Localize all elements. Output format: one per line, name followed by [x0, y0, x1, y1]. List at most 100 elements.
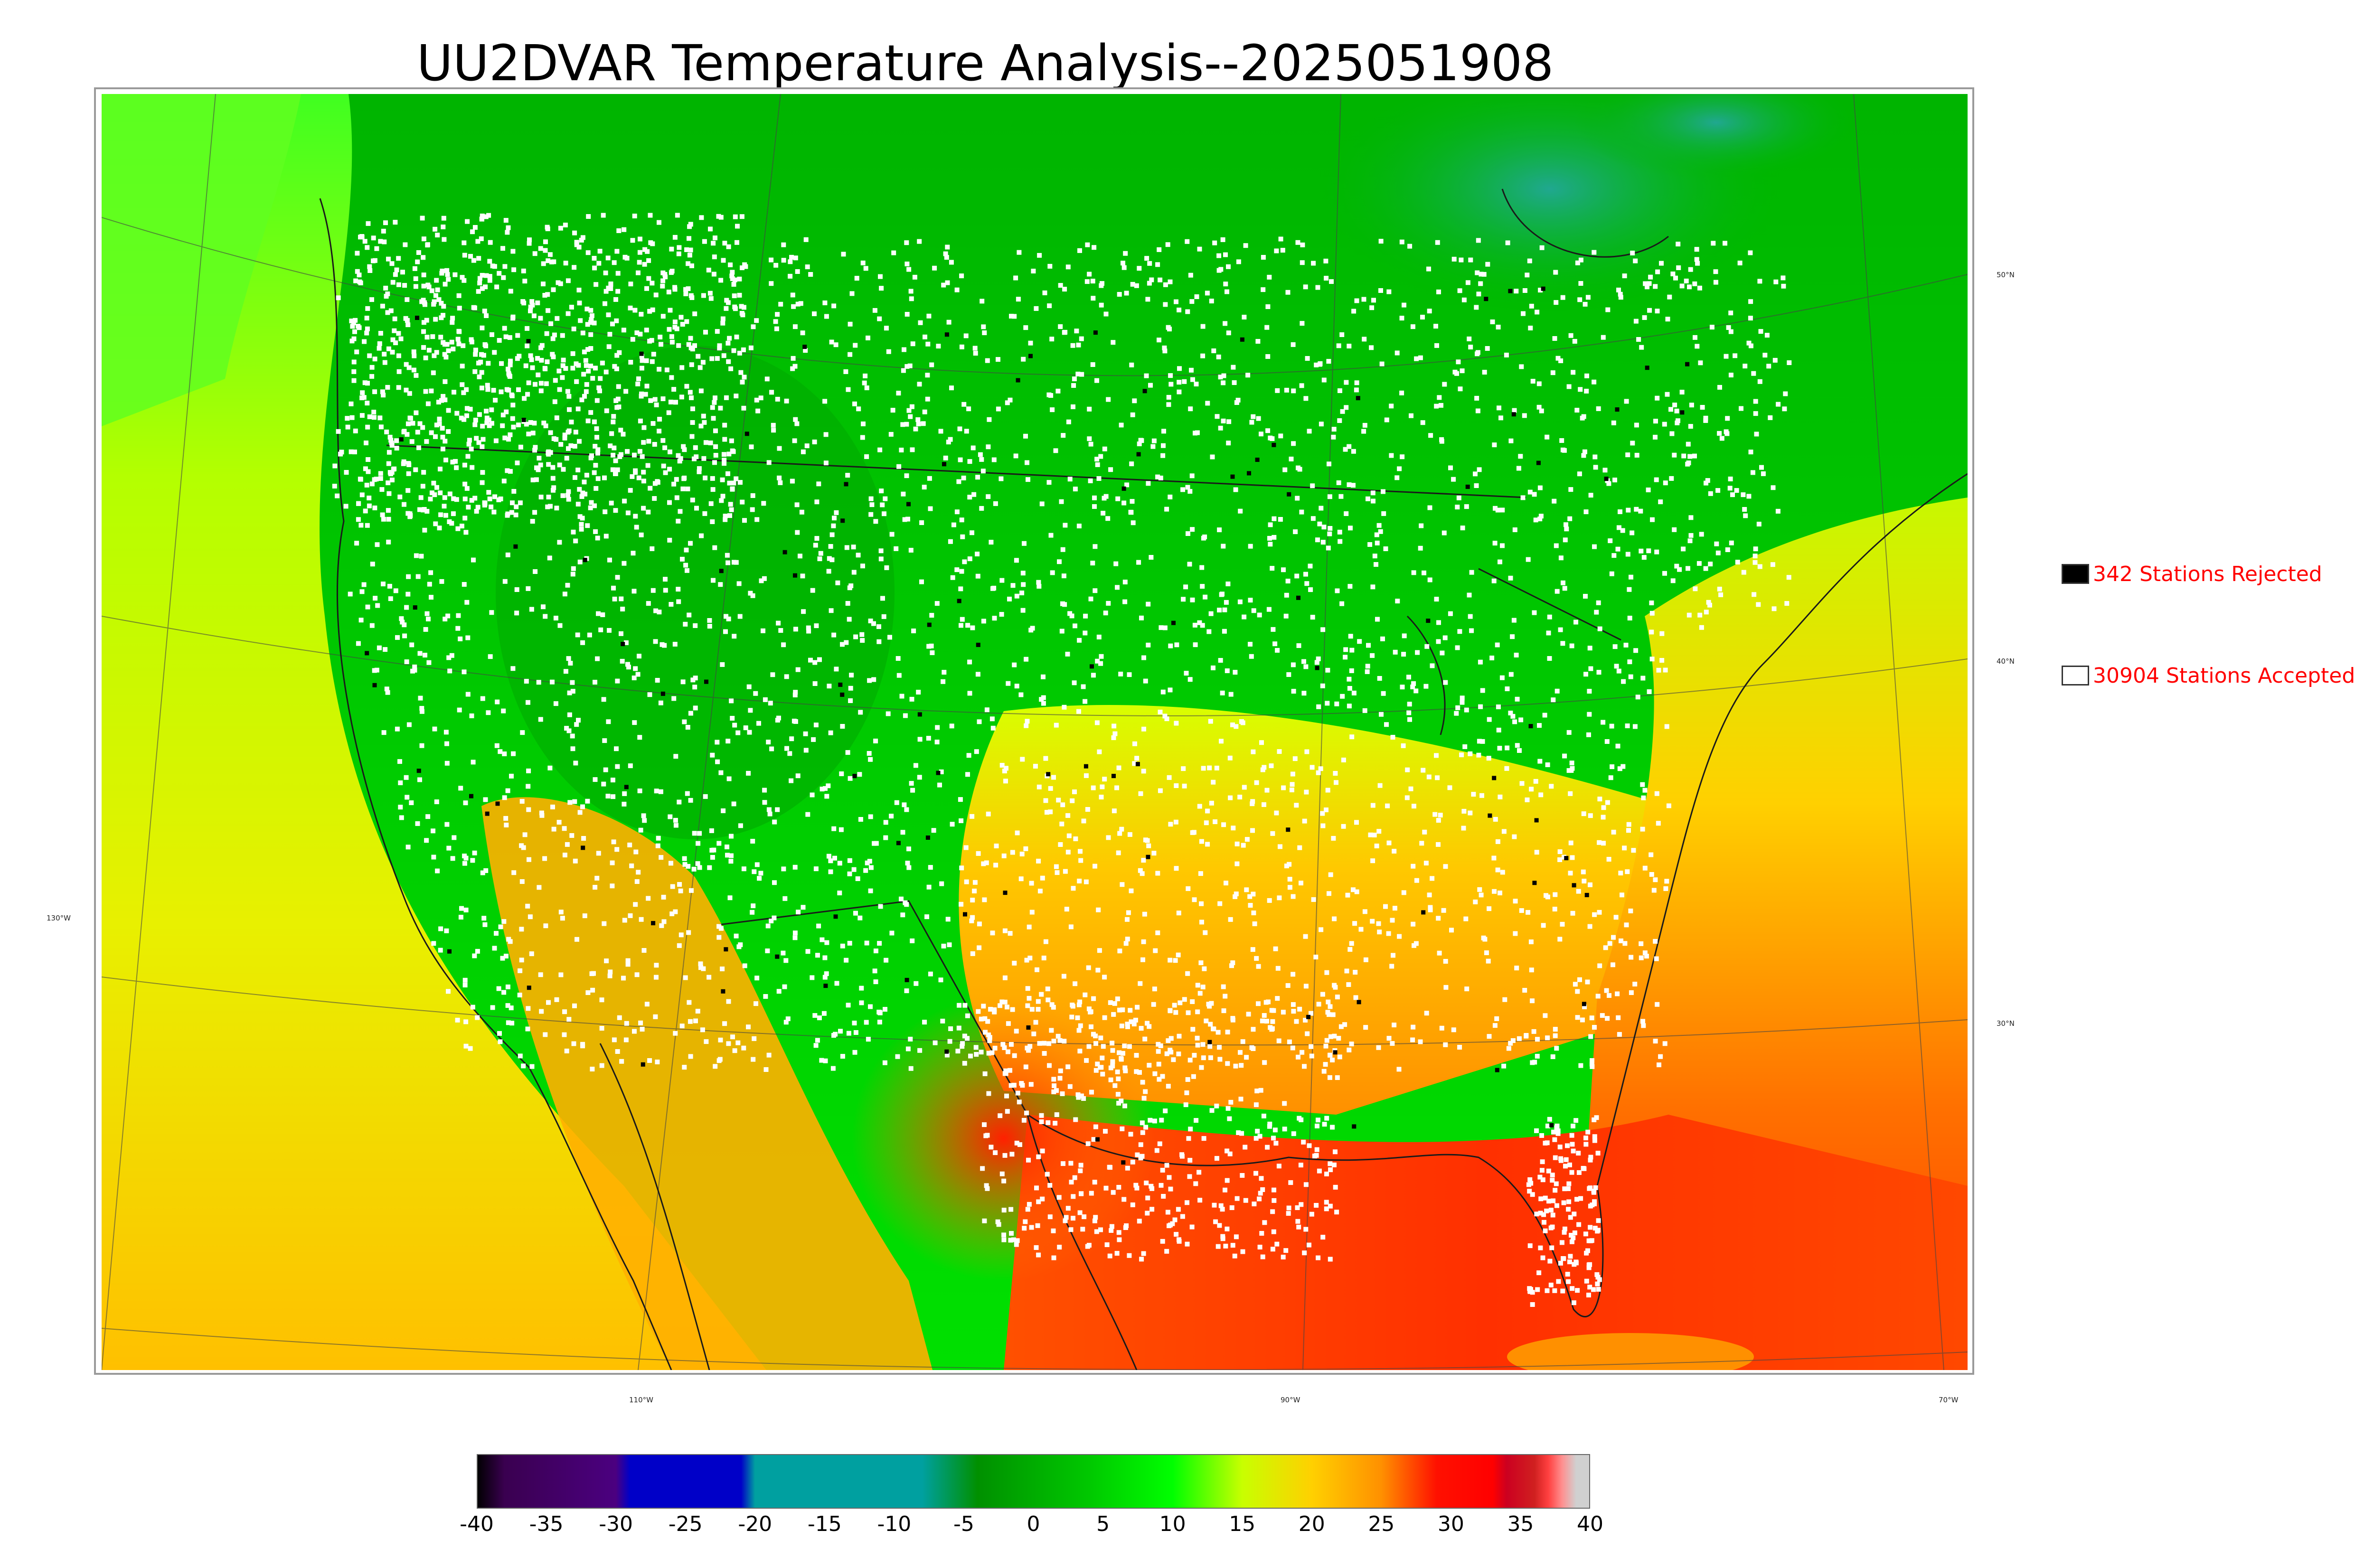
- station-marker: [975, 552, 980, 556]
- graticule: [102, 94, 1968, 1370]
- station-marker: [1099, 283, 1104, 288]
- station-marker: [1051, 1077, 1056, 1082]
- station-marker: [573, 858, 578, 864]
- station-marker: [721, 808, 726, 813]
- station-marker: [405, 318, 410, 323]
- station-marker: [401, 459, 406, 464]
- station-marker: [1063, 1218, 1068, 1223]
- station-marker: [940, 1018, 945, 1023]
- station-marker: [778, 628, 783, 633]
- station-marker: [1411, 864, 1416, 869]
- station-marker: [1265, 428, 1271, 433]
- station-marker: [1158, 277, 1163, 282]
- station-marker: [1386, 1036, 1392, 1041]
- station-marker: [381, 228, 386, 234]
- station-marker: [1649, 872, 1654, 877]
- station-marker: [702, 420, 707, 425]
- station-marker: [1753, 411, 1758, 416]
- station-marker: [709, 356, 715, 361]
- station-marker: [1328, 872, 1333, 877]
- station-marker: [664, 367, 669, 373]
- station-marker: [502, 264, 508, 269]
- station-marker: [570, 689, 575, 694]
- station-marker: [812, 311, 817, 316]
- station-marker: [1399, 239, 1404, 244]
- station-marker: [1216, 354, 1221, 359]
- station-marker: [863, 373, 868, 378]
- station-marker: [963, 845, 969, 850]
- station-marker: [1374, 844, 1379, 848]
- coastline-icon: [319, 188, 1968, 1370]
- station-marker: [1147, 261, 1152, 266]
- station-marker: [344, 470, 349, 475]
- station-marker: [1269, 1008, 1274, 1013]
- station-marker: [1078, 849, 1083, 854]
- station-marker: [539, 813, 545, 818]
- station-marker: [523, 363, 528, 368]
- station-marker: [596, 611, 601, 616]
- station-marker: [718, 582, 723, 587]
- station-marker: [790, 292, 795, 298]
- station-marker: [566, 656, 571, 661]
- station-marker: [625, 958, 631, 963]
- station-marker: [1748, 299, 1753, 304]
- station-marker: [1586, 1265, 1592, 1270]
- station-marker: [1225, 1148, 1230, 1154]
- station-marker: [1253, 1102, 1259, 1108]
- station-marker: [364, 330, 369, 336]
- station-marker: [472, 496, 478, 501]
- station-marker: [894, 546, 899, 551]
- station-marker: [575, 468, 581, 472]
- station-marker: [1230, 1017, 1235, 1023]
- station-marker: [890, 408, 895, 413]
- station-marker: [737, 276, 742, 282]
- station-marker: [1325, 788, 1330, 793]
- rejected-station-marker: [651, 921, 656, 926]
- station-marker: [667, 467, 672, 472]
- station-marker: [685, 791, 690, 796]
- station-marker: [724, 614, 728, 619]
- station-marker: [526, 768, 531, 773]
- colorbar-tick-label: 15: [1229, 1512, 1256, 1536]
- station-marker: [922, 485, 927, 490]
- rejected-station-marker: [1541, 286, 1545, 291]
- station-marker: [582, 913, 587, 919]
- station-marker: [1039, 1113, 1044, 1118]
- station-marker: [1186, 1136, 1191, 1141]
- station-marker: [568, 443, 574, 448]
- station-marker: [882, 1060, 887, 1065]
- station-marker: [1162, 348, 1168, 354]
- station-marker: [732, 304, 737, 310]
- station-marker: [655, 678, 660, 683]
- station-marker: [367, 496, 372, 500]
- station-marker: [1583, 509, 1589, 515]
- station-marker: [916, 422, 921, 426]
- station-marker: [1304, 581, 1309, 586]
- station-marker: [567, 712, 572, 717]
- station-marker: [932, 265, 937, 271]
- station-marker: [1323, 1043, 1328, 1049]
- station-marker: [1371, 298, 1376, 303]
- station-marker: [1383, 904, 1388, 909]
- station-marker: [462, 278, 467, 283]
- station-marker: [1081, 684, 1086, 689]
- station-marker: [406, 461, 411, 466]
- station-marker: [904, 988, 909, 994]
- station-marker: [730, 487, 735, 492]
- station-marker: [1108, 467, 1113, 472]
- station-marker: [1293, 529, 1298, 535]
- station-marker: [375, 603, 380, 608]
- station-marker: [345, 424, 350, 430]
- station-marker: [905, 516, 910, 522]
- station-marker: [1166, 1084, 1171, 1089]
- station-marker: [1179, 1154, 1185, 1159]
- temperature-map[interactable]: [102, 94, 1968, 1370]
- station-marker: [947, 942, 952, 948]
- station-marker: [569, 833, 575, 838]
- station-marker: [683, 975, 688, 980]
- station-marker: [655, 1060, 660, 1064]
- station-marker: [480, 437, 486, 442]
- rejected-station-marker: [852, 774, 857, 779]
- colorbar-tick-label: 25: [1368, 1512, 1395, 1536]
- station-marker: [415, 821, 420, 826]
